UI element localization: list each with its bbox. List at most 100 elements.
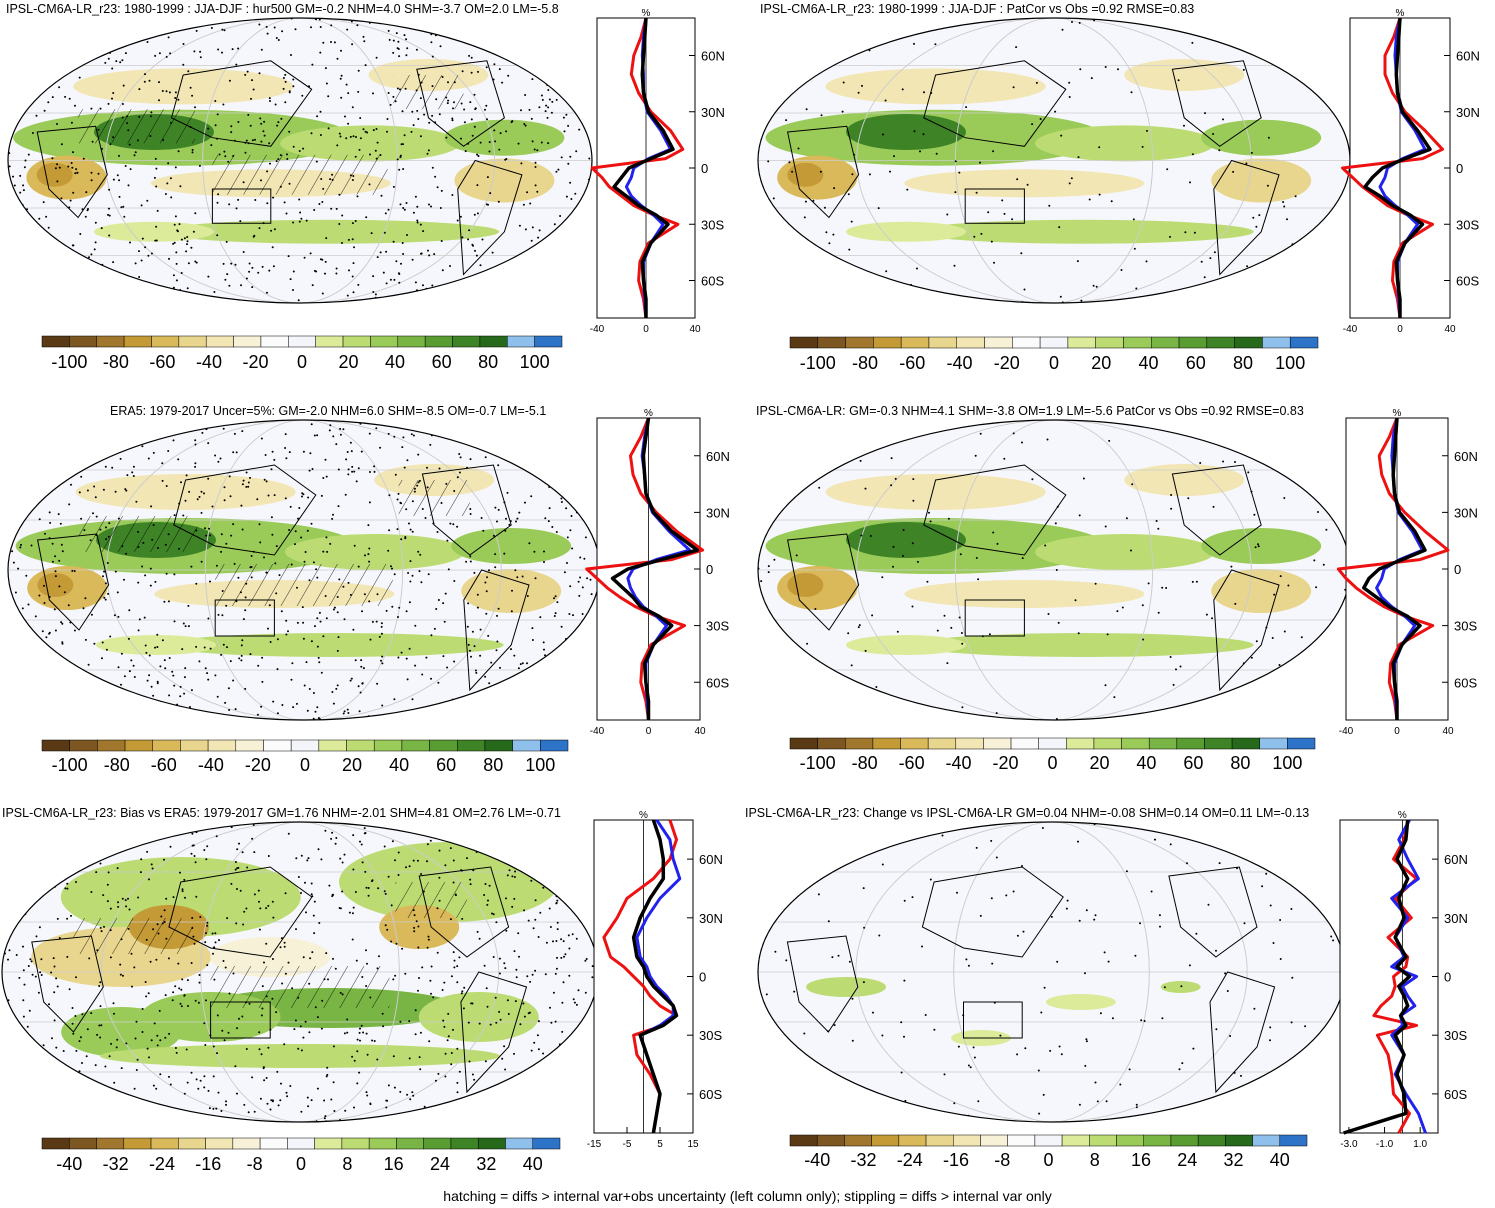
stipple-dot [552, 991, 555, 994]
colorbar-swatch [457, 739, 486, 752]
stipple-dot [240, 654, 243, 657]
continent-outline [1213, 569, 1280, 692]
stipple-dot [302, 637, 305, 640]
stipple-dot [863, 926, 866, 929]
stipple-dot [1035, 81, 1038, 84]
stipple-dot [179, 185, 182, 188]
colorbar-tick-label: 100 [525, 755, 555, 775]
stipple-dot [322, 635, 325, 638]
stipple-dot [467, 238, 470, 241]
colorbar-tick-label: -40 [196, 352, 222, 372]
colorbar-swatch [123, 1137, 152, 1150]
stipple-dot [368, 560, 371, 563]
stipple-dot [434, 1079, 437, 1082]
colorbar-tick-label: -24 [897, 1150, 923, 1170]
stipple-dot [236, 1092, 238, 1095]
stipple-dot [420, 252, 422, 255]
stipple-dot [150, 1039, 153, 1042]
stipple-dot [316, 706, 319, 709]
stipple-dot [320, 178, 323, 180]
stipple-dot [128, 670, 131, 673]
stipple-dot [1047, 613, 1050, 615]
stipple-dot [475, 254, 478, 257]
stipple-dot [334, 842, 337, 845]
stipple-dot [530, 117, 533, 120]
stipple-dot [363, 593, 366, 596]
stipple-dot [402, 143, 404, 146]
stipple-dot [183, 1092, 186, 1095]
stipple-dot [102, 894, 105, 897]
stipple-dot [252, 824, 255, 826]
stipple-dot [471, 1073, 474, 1076]
stipple-dot [1347, 576, 1350, 578]
stipple-dot [453, 580, 456, 582]
stipple-dot [975, 846, 978, 849]
stipple-dot [1213, 251, 1216, 254]
stipple-dot [969, 1066, 972, 1069]
stipple-dot [1255, 225, 1258, 228]
stipple-dot [298, 220, 301, 223]
colorbar-swatch [207, 739, 237, 752]
stipple-dot [472, 869, 475, 872]
stipple-dot [230, 262, 233, 265]
stipple-dot [173, 620, 176, 623]
stipple-dot [297, 876, 300, 878]
stipple-dot [167, 36, 170, 39]
stipple-dot [106, 562, 109, 564]
stipple-dot [185, 1048, 188, 1051]
map-border [757, 419, 1351, 721]
stipple-dot [204, 941, 207, 944]
stipple-dot [859, 459, 862, 462]
stipple-dot [315, 18, 317, 21]
stipple-dot [362, 128, 365, 131]
stipple-dot [228, 992, 231, 995]
stipple-dot [336, 649, 339, 652]
stipple-dot [234, 708, 237, 711]
stipple-dot [453, 660, 456, 663]
colorbar-tick-label: -40 [946, 753, 972, 773]
stipple-dot [191, 844, 194, 847]
anomaly-region [27, 566, 108, 610]
stipple-dot [469, 513, 472, 515]
stipple-dot [239, 889, 242, 892]
colorbar-tick-label: 60 [436, 755, 456, 775]
stipple-dot [420, 581, 423, 584]
continent-outline [460, 971, 528, 1094]
anomaly-region [825, 474, 1046, 510]
stipple-dot [376, 593, 379, 596]
stipple-dot [375, 427, 378, 430]
stipple-dot [64, 95, 67, 98]
stipple-dot [385, 282, 388, 285]
stipple-dot [556, 921, 559, 924]
stipple-dot [431, 55, 434, 58]
stipple-dot [415, 89, 418, 92]
anomaly-region [75, 474, 296, 510]
stipple-dot [288, 182, 291, 185]
stipple-dot [470, 71, 473, 74]
stipple-dot [93, 485, 96, 488]
stipple-dot [366, 962, 368, 965]
stipple-dot [404, 972, 407, 975]
stipple-dot [313, 434, 316, 437]
stipple-dot [120, 683, 122, 686]
stipple-dot [43, 602, 46, 604]
stipple-dot [164, 994, 167, 997]
stipple-dot [329, 542, 332, 545]
stipple-dot [248, 262, 251, 265]
stipple-dot [411, 530, 414, 533]
stipple-dot [232, 451, 235, 454]
stipple-dot [393, 278, 396, 281]
stipple-dot [570, 198, 573, 200]
stipple-dot [351, 179, 354, 181]
profile-unit-label: % [1396, 8, 1405, 19]
stipple-dot [118, 154, 120, 157]
stipple-dot [1286, 218, 1288, 221]
stipple-dot [107, 592, 110, 595]
lat-tick-label: 0 [706, 562, 713, 577]
stipple-dot [175, 1051, 178, 1054]
stipple-dot [273, 228, 276, 231]
stipple-dot [369, 471, 371, 473]
stipple-dot [486, 576, 488, 579]
stipple-dot [541, 98, 544, 101]
stipple-dot [124, 52, 127, 55]
